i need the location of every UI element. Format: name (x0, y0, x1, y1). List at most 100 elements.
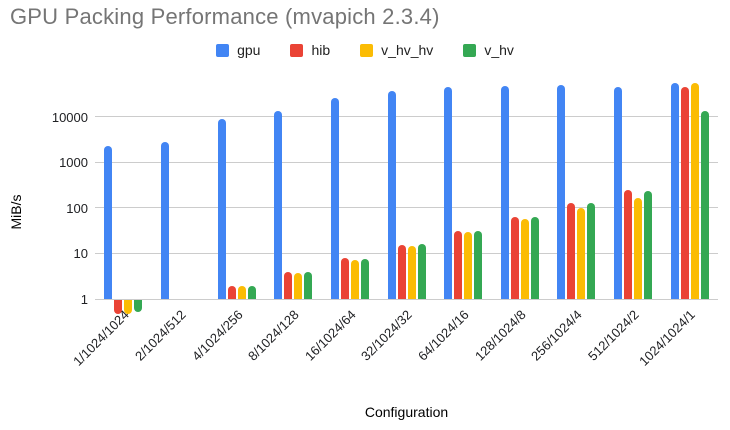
bar-col (644, 78, 653, 299)
bar-v_hv_hv-1024/1024/1 (690, 82, 699, 299)
bar-col (114, 78, 123, 314)
bar-group-4/1024/256 (208, 78, 265, 299)
bar-hib-1024/1024/1 (680, 86, 689, 299)
x-tick-label: 512/1024/2 (585, 307, 642, 364)
bar-gpu-4/1024/256 (217, 118, 226, 299)
bar-col (417, 78, 426, 299)
bar-v_hv-64/1024/16 (474, 230, 483, 299)
gridline (95, 207, 718, 209)
bar-col (397, 78, 406, 299)
y-axis-title: MiB/s (8, 194, 24, 230)
bar-v_hv_hv-16/1024/64 (350, 259, 359, 299)
bar-hib-128/1024/8 (510, 217, 519, 299)
bar-gpu-32/1024/32 (387, 91, 396, 299)
bar-col (124, 78, 133, 314)
bar-hib-512/1024/2 (624, 190, 633, 299)
legend-label: gpu (237, 42, 261, 58)
bar-col (577, 78, 586, 299)
bar-group-128/1024/8 (491, 78, 548, 299)
bar-group-2/1024/512 (152, 78, 209, 299)
x-tick-label: 4/1024/256 (188, 307, 246, 364)
bar-v_hv-32/1024/32 (417, 244, 426, 299)
bar-col (634, 78, 643, 299)
bar-v_hv_hv-128/1024/8 (520, 219, 529, 299)
chart-title: GPU Packing Performance (mvapich 2.3.4) (10, 4, 440, 29)
bar-col (387, 78, 396, 299)
legend-label: v_hv_hv (381, 42, 434, 58)
bar-col (680, 78, 689, 299)
bar-group-1/1024/1024 (95, 78, 152, 314)
bar-col (360, 78, 369, 299)
bar-col (274, 78, 283, 299)
x-axis-title: Configuration (364, 404, 449, 420)
bar-col (350, 78, 359, 299)
bar-col (520, 78, 529, 299)
bar-gpu-16/1024/64 (330, 98, 339, 299)
bar-v_hv-8/1024/128 (304, 272, 313, 299)
bar-v_hv-1/1024/1024 (134, 300, 143, 312)
legend-swatch-gpu (216, 43, 230, 57)
bar-hib-32/1024/32 (397, 244, 406, 299)
bar-col (294, 78, 303, 299)
bar-col (104, 78, 113, 299)
bar-group-8/1024/128 (265, 78, 322, 299)
x-tick-label: 256/1024/4 (528, 307, 586, 364)
legend-label: hib (311, 42, 331, 58)
bar-col (340, 78, 349, 299)
bar-col (171, 78, 179, 299)
bar-v_hv-256/1024/4 (587, 202, 596, 299)
bar-hib-256/1024/4 (567, 203, 576, 299)
y-tick-label: 100 (66, 200, 88, 216)
legend-swatch-v_hv_hv (360, 43, 374, 57)
bar-hib-1/1024/1024 (114, 300, 123, 314)
bar-col (464, 78, 473, 299)
bar-gpu-256/1024/4 (557, 85, 566, 299)
legend-item-v_hv_hv: v_hv_hv (360, 42, 433, 58)
legend-item-gpu: gpu (216, 42, 260, 58)
x-tick-label: 1/1024/1024 (70, 307, 132, 369)
bar-v_hv-512/1024/2 (644, 191, 653, 299)
bar-col (160, 78, 169, 299)
legend-swatch-v_hv (463, 43, 477, 57)
bar-hib-16/1024/64 (340, 258, 349, 299)
bar-group-64/1024/16 (435, 78, 492, 299)
legend-item-hib: hib (290, 42, 330, 58)
bar-col (227, 78, 236, 299)
legend-label: v_hv (484, 42, 514, 58)
y-tick-label: 10 (73, 246, 88, 262)
bar-col (614, 78, 623, 299)
bar-group-1024/1024/1 (661, 78, 718, 299)
bar-groups (95, 78, 718, 314)
bar-col (247, 78, 256, 299)
bar-v_hv_hv-64/1024/16 (464, 232, 473, 299)
bar-col (284, 78, 293, 299)
bar-col (670, 78, 679, 299)
bar-v_hv_hv-512/1024/2 (634, 197, 643, 299)
bar-col (690, 78, 699, 299)
bar-gpu-2/1024/512 (160, 142, 169, 299)
bar-col (500, 78, 509, 299)
bar-col (624, 78, 633, 299)
bar-v_hv_hv-4/1024/256 (237, 286, 246, 299)
legend-swatch-hib (290, 43, 304, 57)
y-tick-label: 1000 (59, 155, 88, 171)
bar-v_hv_hv-1/1024/1024 (124, 300, 133, 314)
bar-col (567, 78, 576, 299)
bar-col (407, 78, 416, 299)
x-tick-label: 64/1024/16 (415, 307, 472, 364)
bar-hib-4/1024/256 (227, 286, 236, 299)
bar-v_hv-16/1024/64 (360, 258, 369, 299)
gridline (95, 161, 718, 163)
x-tick-label: 1024/1024/1 (636, 307, 699, 369)
legend-item-v_hv: v_hv (463, 42, 514, 58)
bar-v_hv_hv-256/1024/4 (577, 207, 586, 299)
bar-v_hv-4/1024/256 (247, 286, 256, 299)
bar-v_hv_hv-32/1024/32 (407, 246, 416, 299)
bar-v_hv-1024/1024/1 (700, 110, 709, 299)
x-tick-label: 16/1024/64 (301, 307, 359, 364)
y-tick-label: 10000 (51, 109, 88, 125)
bar-col (587, 78, 596, 299)
bar-gpu-1/1024/1024 (104, 146, 113, 299)
gridline (95, 298, 718, 300)
